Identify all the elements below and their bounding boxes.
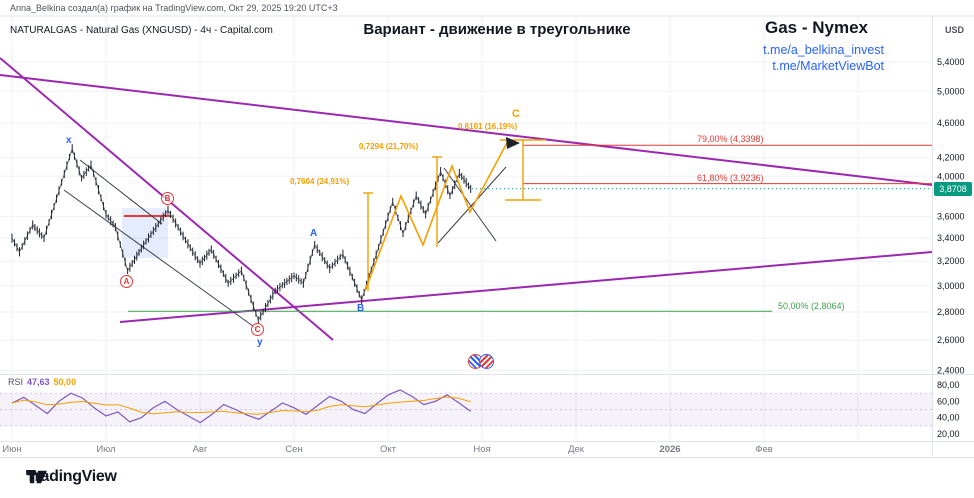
projection-label-1[interactable]: 0,7604 (24,91%): [290, 177, 350, 186]
direction-arrow-icon: [506, 137, 520, 149]
rsi-name: RSI: [8, 377, 24, 387]
time-tick-label: Дек: [568, 444, 585, 455]
instrument-title: Gas - Nymex: [765, 18, 868, 37]
rsi-ma-value: 50,00: [53, 377, 77, 387]
rsi-tick-label: 20,00: [937, 429, 960, 439]
fib-level-50-label[interactable]: 50,00% (2,8064): [778, 301, 845, 311]
price-tick-label: 4,2000: [937, 153, 965, 163]
trendline: [63, 189, 258, 330]
wave-label-circle-b[interactable]: B: [161, 192, 174, 205]
symbol-info: NATURALGAS - Natural Gas (XNGUSD) - 4ч -…: [10, 25, 273, 36]
price-tick-label: 3,6000: [937, 211, 965, 221]
trendline: [437, 166, 507, 244]
time-tick-label: Фев: [755, 444, 773, 455]
time-tick-label: 2026: [659, 444, 680, 455]
wave-label-b[interactable]: B: [357, 303, 365, 314]
wave-label-a[interactable]: A: [310, 228, 318, 239]
telegram-link-invest[interactable]: t.me/a_belkina_invest: [763, 43, 884, 57]
time-tick-label: Авг: [193, 444, 208, 455]
time-tick-label: Июл: [96, 444, 115, 455]
price-tick-label: 5,0000: [937, 86, 965, 96]
triangle-trendline: [119, 251, 933, 323]
rsi-ma-line: [11, 396, 471, 415]
telegram-links: t.me/a_belkina_invest t.me/MarketViewBot: [763, 42, 884, 74]
rsi-legend: RSI 47,63 50,00: [8, 377, 76, 387]
rsi-value: 47,63: [27, 377, 50, 387]
rsi-tick-label: 60,00: [937, 396, 960, 406]
flag-marker-icon[interactable]: [468, 354, 494, 369]
rsi-tick-label: 40,00: [937, 413, 960, 423]
rsi-line: [11, 389, 472, 424]
time-tick-label: Ноя: [473, 444, 490, 455]
creator-line: Anna_Belkina создал(а) график на Trading…: [10, 3, 338, 13]
price-tick-label: 3,4000: [937, 233, 965, 243]
tradingview-glyph-icon: [26, 470, 47, 484]
tradingview-logo[interactable]: TradingView: [26, 468, 117, 486]
price-tick-label: 2,4000: [937, 366, 965, 376]
tradingview-wordmark: TradingView: [26, 468, 117, 485]
fib-level-618-label[interactable]: 61,80% (3,9236): [697, 173, 764, 183]
current-price-badge: 3,8708: [934, 182, 972, 196]
wave-label-y[interactable]: у: [257, 337, 263, 348]
triangle-trendline: [0, 74, 933, 186]
price-tick-label: 4,0000: [937, 171, 965, 181]
chart-title: Вариант - движение в треугольнике: [363, 21, 631, 38]
projection-label-2[interactable]: 0,7294 (21,70%): [359, 142, 419, 151]
time-tick-label: Июн: [2, 444, 21, 455]
trendline: [443, 167, 497, 242]
fib-level-79-label[interactable]: 79,00% (4,3398): [697, 134, 764, 144]
currency-label: USD: [944, 25, 964, 35]
projection-label-3[interactable]: 0,6101 (16,19%): [458, 122, 518, 131]
time-tick-label: Сен: [285, 444, 302, 455]
price-tick-label: 2,6000: [937, 335, 965, 345]
rsi-tick-label: 80,00: [937, 380, 960, 390]
wave-label-x[interactable]: х: [66, 135, 72, 146]
flag-red-icon: [479, 354, 494, 369]
price-tick-label: 3,2000: [937, 256, 965, 266]
price-tick-label: 4,6000: [937, 118, 965, 128]
telegram-link-bot[interactable]: t.me/MarketViewBot: [772, 59, 884, 73]
price-tick-label: 5,4000: [937, 57, 965, 67]
wave-label-circle-a[interactable]: A: [120, 275, 133, 288]
wave-label-circle-c[interactable]: C: [251, 323, 264, 336]
price-tick-label: 3,0000: [937, 281, 965, 291]
price-tick-label: 2,8000: [937, 307, 965, 317]
rsi-band: [0, 393, 932, 426]
price-line: [11, 147, 472, 322]
time-tick-label: Окт: [380, 444, 397, 455]
wave-label-c-target[interactable]: C: [512, 108, 520, 120]
